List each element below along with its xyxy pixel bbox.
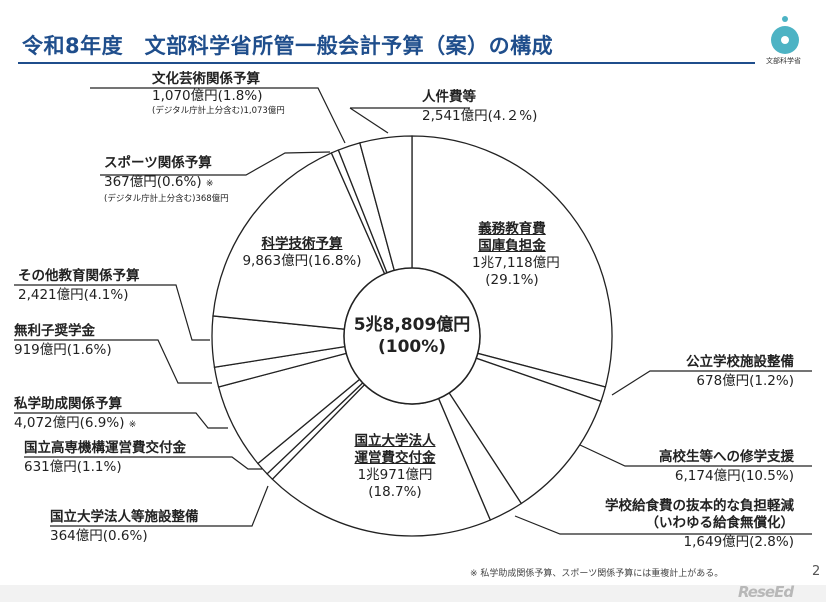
leader-sonota xyxy=(14,284,210,341)
leader-kokosei xyxy=(579,444,812,467)
label-title: 文化芸術関係予算 xyxy=(152,71,260,87)
label-pct: (29.1%) xyxy=(485,272,539,288)
label-amount: 1,070億円(1.8%) xyxy=(152,88,263,104)
label-title: 公立学校施設整備 xyxy=(686,354,794,370)
mext-logo-icon xyxy=(771,16,799,54)
slice-label-sonota: その他教育関係予算 2,421億円(4.1%) xyxy=(18,268,140,304)
label-amount: 364億円(0.6%) xyxy=(50,528,148,544)
label-amount: 367億円(0.6%) xyxy=(104,174,202,190)
leader-sports xyxy=(100,151,331,176)
page-number: 2 xyxy=(812,564,821,579)
leader-kosen xyxy=(24,456,262,470)
leader-shigaku xyxy=(14,412,228,429)
label-title: 義務教育費 xyxy=(478,221,546,237)
label-note: (デジタル庁計上分含む)1,073億円 xyxy=(152,106,285,116)
label-amount: 6,174億円(10.5%) xyxy=(674,468,794,484)
label-amount: 1,649億円(2.8%) xyxy=(683,534,794,550)
slice-label-shigaku: 私学助成関係予算 4,072億円(6.9%) ※ xyxy=(14,396,136,434)
label-amount: 1兆7,118億円 xyxy=(472,255,560,271)
label-title: スポーツ関係予算 xyxy=(104,155,212,171)
leader-bunka xyxy=(90,87,346,144)
label-title: 高校生等への修学支援 xyxy=(659,449,794,465)
label-title: 国立高専機構運営費交付金 xyxy=(24,440,186,456)
leader-kyushoku xyxy=(514,515,812,535)
slice-label-kokudai-shisetsu: 国立大学法人等施設整備 364億円(0.6%) xyxy=(50,509,199,545)
footnote: ※ 私学助成関係予算、スポーツ関係予算には重複計上がある。 xyxy=(470,569,724,579)
leader-kokuritsu-shisetsu xyxy=(50,485,269,527)
pie-center-hole xyxy=(343,267,481,405)
label-note: (デジタル庁計上分含む)368億円 xyxy=(104,194,229,204)
label-title: 運営費交付金 xyxy=(354,450,436,466)
label-amount: 4,072億円(6.9%) xyxy=(14,415,125,431)
watermark: ReseEd xyxy=(738,583,794,601)
label-amount: 631億円(1.1%) xyxy=(24,459,122,475)
slice-label-kosen: 国立高専機構運営費交付金 631億円(1.1%) xyxy=(24,440,186,476)
title-divider xyxy=(18,62,755,64)
slice-label-kyushoku: 学校給食費の抜本的な負担軽減 （いわゆる給食無償化） 1,649億円(2.8%) xyxy=(605,498,794,551)
label-amount: 678億円(1.2%) xyxy=(696,373,794,389)
slice-label-gimu: 義務教育費 国庫負担金 1兆7,118億円 (29.1%) xyxy=(472,221,560,289)
label-title: 私学助成関係予算 xyxy=(14,396,122,412)
label-mark: ※ xyxy=(205,179,214,189)
leader-jinken-arrow xyxy=(349,107,389,134)
total-amount: 5兆8,809億円 xyxy=(353,315,471,335)
bottom-bar xyxy=(0,585,826,602)
label-title: 科学技術予算 xyxy=(261,236,343,252)
label-mark: ※ xyxy=(128,420,137,430)
label-title: 学校給食費の抜本的な負担軽減 xyxy=(605,498,794,514)
slice-label-jinken: 人件費等 2,541億円(4.２%) xyxy=(422,89,537,125)
label-title: 国立大学法人等施設整備 xyxy=(50,509,199,525)
logo-text: 文部科学省 xyxy=(766,57,801,65)
label-amount: 2,541億円(4.２%) xyxy=(422,108,538,124)
label-amount: 1兆971億円 xyxy=(357,467,433,483)
slice-label-kokudai: 国立大学法人 運営費交付金 1兆971億円 (18.7%) xyxy=(335,433,455,501)
slice-label-kagaku: 科学技術予算 9,863億円(16.8%) xyxy=(232,236,372,270)
label-amount: 919億円(1.6%) xyxy=(14,342,112,358)
leader-koritsu xyxy=(611,370,812,396)
label-amount: 9,863億円(16.8%) xyxy=(242,253,362,269)
slice-label-murishi: 無利子奨学金 919億円(1.6%) xyxy=(14,323,112,359)
label-title: 国庫負担金 xyxy=(478,238,546,254)
slice-label-kokosei: 高校生等への修学支援 6,174億円(10.5%) xyxy=(659,449,794,485)
leader-murishi xyxy=(14,339,212,384)
label-amount: 2,421億円(4.1%) xyxy=(18,287,129,303)
label-pct: (18.7%) xyxy=(368,484,422,500)
total-label: 5兆8,809億円 (100%) xyxy=(342,314,482,358)
label-title: 人件費等 xyxy=(422,89,476,105)
label-title: 国立大学法人 xyxy=(354,433,436,449)
page-title: 令和8年度 文部科学省所管一般会計予算（案）の構成 xyxy=(22,34,554,58)
slice-label-koritsu: 公立学校施設整備 678億円(1.2%) xyxy=(686,354,794,390)
label-title: 無利子奨学金 xyxy=(14,323,95,339)
label-subtitle: （いわゆる給食無償化） xyxy=(645,515,795,531)
slice-label-bunka: 文化芸術関係予算 1,070億円(1.8%) (デジタル庁計上分含む)1,073… xyxy=(152,71,285,117)
slice-label-sports: スポーツ関係予算 367億円(0.6%) ※ (デジタル庁計上分含む)368億円 xyxy=(104,155,229,205)
label-title: その他教育関係予算 xyxy=(18,268,140,284)
total-percent: (100%) xyxy=(377,337,447,357)
